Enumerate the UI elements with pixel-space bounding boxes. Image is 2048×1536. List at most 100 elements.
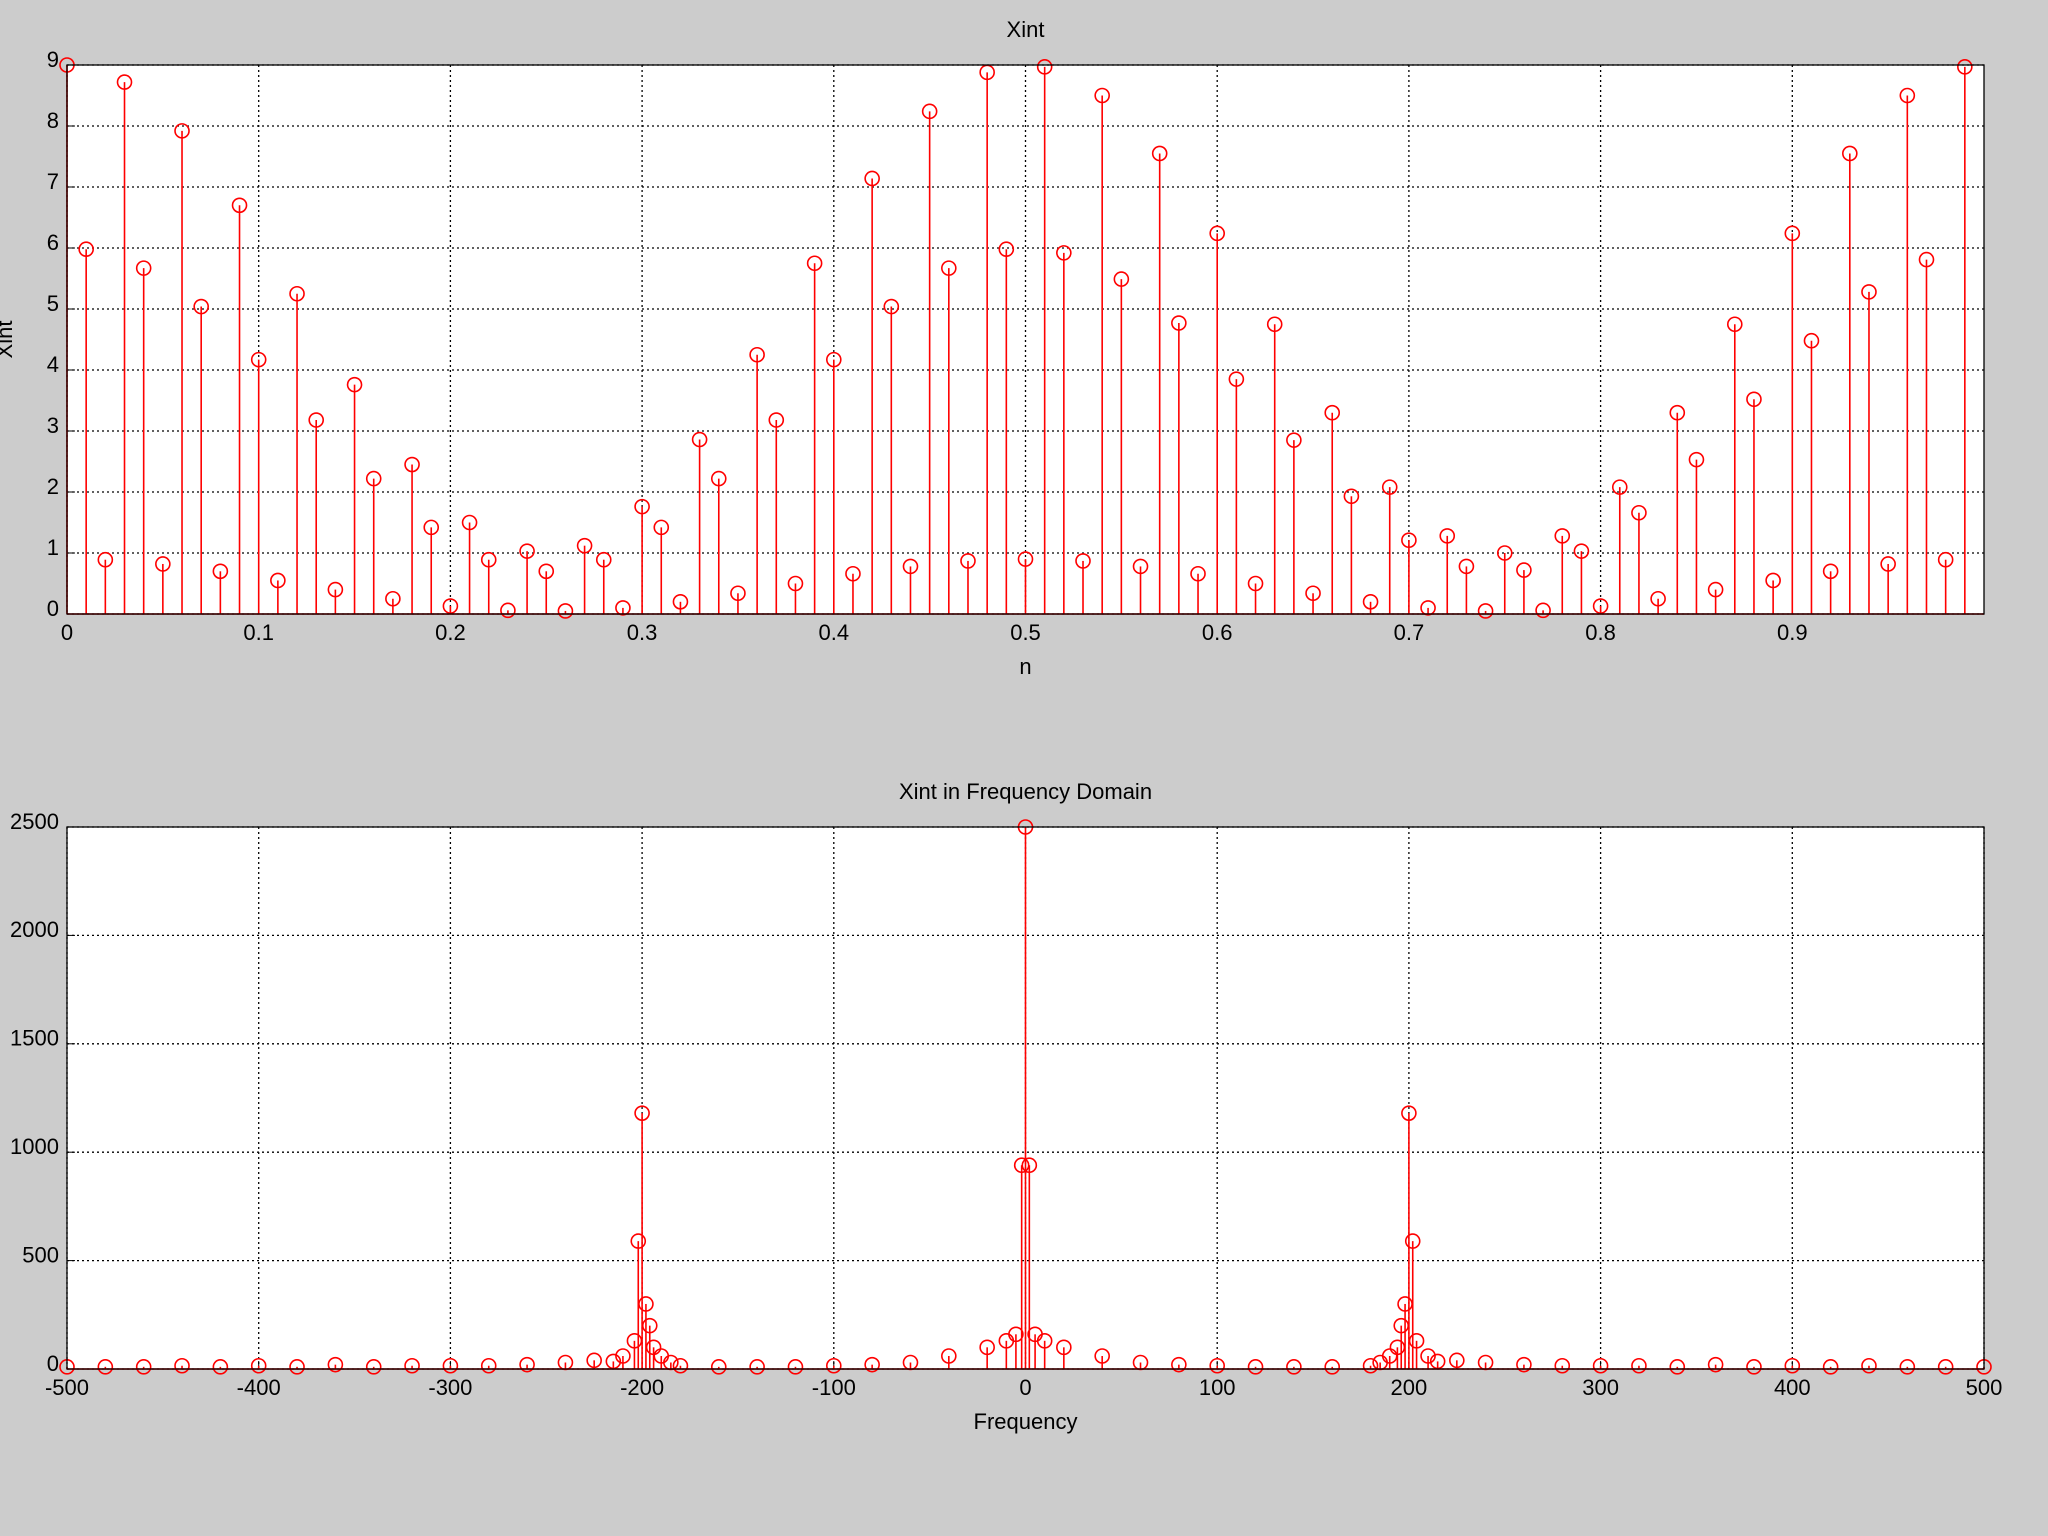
- x-tick-label: 0.9: [1777, 620, 1808, 645]
- stem-marker: [212, 563, 229, 580]
- stem-marker: [1784, 1357, 1801, 1374]
- stem-marker: [365, 470, 382, 487]
- stem-marker: [1171, 315, 1187, 331]
- stem-marker: [1746, 391, 1762, 408]
- stem-marker: [174, 1357, 190, 1374]
- stem-marker: [645, 1339, 662, 1356]
- stem-marker: [404, 456, 420, 473]
- x-tick-label: 100: [1199, 1375, 1236, 1400]
- stem-marker: [615, 1348, 631, 1364]
- stem-marker: [1918, 251, 1935, 268]
- stem-marker: [921, 103, 938, 120]
- stem-marker: [864, 1356, 880, 1373]
- stem-marker: [1324, 1359, 1341, 1375]
- stem-marker: [941, 260, 957, 276]
- x-tick-label: 300: [1582, 1375, 1619, 1400]
- stem-marker: [1286, 432, 1302, 448]
- stem-marker: [902, 558, 919, 575]
- stem-marker: [1746, 1359, 1762, 1375]
- stem-marker: [960, 553, 976, 569]
- stem-marker: [1899, 1359, 1916, 1375]
- stem-marker: [557, 603, 574, 619]
- axes-frame: [66, 826, 1985, 1370]
- stem-marker: [1784, 225, 1801, 242]
- x-tick-label: 0.3: [627, 620, 658, 645]
- stem-marker: [1324, 404, 1341, 421]
- stem-marker: [1496, 545, 1513, 561]
- stem-marker: [1861, 284, 1877, 300]
- stem-marker: [1209, 1357, 1225, 1374]
- stem-marker: [638, 1296, 654, 1312]
- stem-marker: [1899, 87, 1916, 104]
- stem-marker: [212, 1359, 229, 1375]
- stem-marker: [1669, 404, 1686, 421]
- stem-marker: [423, 519, 440, 536]
- stem-marker: [1707, 581, 1724, 598]
- stem-marker: [1209, 225, 1225, 242]
- stem-marker: [116, 74, 133, 90]
- stem-marker: [630, 1233, 647, 1249]
- stem-marker: [250, 1357, 267, 1374]
- stem-marker: [730, 585, 746, 602]
- stem-marker: [1362, 593, 1379, 610]
- stem-marker: [615, 600, 631, 616]
- stem-marker: [806, 255, 823, 272]
- stem-marker: [250, 351, 267, 368]
- stem-marker: [1861, 1357, 1877, 1374]
- stem-marker: [1439, 528, 1456, 544]
- y-tick-label: 5: [47, 291, 59, 316]
- x-axis-label: Frequency: [974, 1409, 1078, 1434]
- stem-marker: [1266, 316, 1283, 333]
- stem-marker: [97, 1359, 114, 1375]
- stem-marker: [1036, 1333, 1053, 1349]
- x-tick-label: 0.7: [1394, 620, 1425, 645]
- y-tick-label: 8: [47, 108, 59, 133]
- stem-marker: [979, 1339, 995, 1356]
- y-tick-label: 1000: [10, 1134, 59, 1159]
- stem-marker: [346, 376, 363, 393]
- stem-marker: [500, 602, 516, 619]
- stem-marker: [998, 241, 1015, 258]
- stem-marker: [1535, 602, 1551, 619]
- stem-marker: [1458, 558, 1475, 575]
- stem-marker: [825, 351, 842, 368]
- stem-marker: [1094, 1348, 1110, 1364]
- stem-marker: [1765, 572, 1781, 589]
- stem-marker: [1151, 145, 1168, 162]
- x-tick-label: 0.8: [1585, 620, 1616, 645]
- stem-marker: [1880, 556, 1896, 572]
- y-tick-label: 6: [47, 230, 59, 255]
- stem-marker: [941, 1348, 957, 1364]
- y-tick-label: 2500: [10, 809, 59, 834]
- stem-marker: [634, 1105, 650, 1121]
- stem-marker: [1094, 87, 1110, 104]
- stem-marker: [749, 1359, 765, 1375]
- stem-marker: [787, 575, 804, 592]
- stem-marker: [595, 551, 612, 568]
- stem-marker: [1516, 562, 1532, 578]
- stem-marker: [1726, 316, 1743, 333]
- y-axis-label: Xint: [0, 321, 17, 359]
- stem-marker: [749, 346, 765, 363]
- stem-marker: [1449, 1352, 1465, 1369]
- stem-marker: [1592, 1357, 1609, 1374]
- stem-marker: [1957, 59, 1973, 75]
- stem-marker: [864, 170, 880, 187]
- stem-marker: [641, 1317, 658, 1334]
- stem-marker: [461, 514, 478, 531]
- x-tick-label: 200: [1391, 1375, 1428, 1400]
- stem-marker: [327, 581, 344, 598]
- stem-marker: [1803, 332, 1820, 349]
- y-tick-label: 2000: [10, 917, 59, 942]
- stem-marker: [1362, 1357, 1379, 1374]
- y-tick-label: 4: [47, 352, 59, 377]
- stem-marker: [845, 565, 861, 582]
- stem-marker: [634, 498, 650, 515]
- stem-marker: [1401, 532, 1417, 548]
- stem-marker: [1132, 558, 1149, 575]
- stem-marker: [1036, 59, 1053, 75]
- stem-marker: [1688, 451, 1705, 468]
- chart-title: Xint: [1007, 17, 1045, 42]
